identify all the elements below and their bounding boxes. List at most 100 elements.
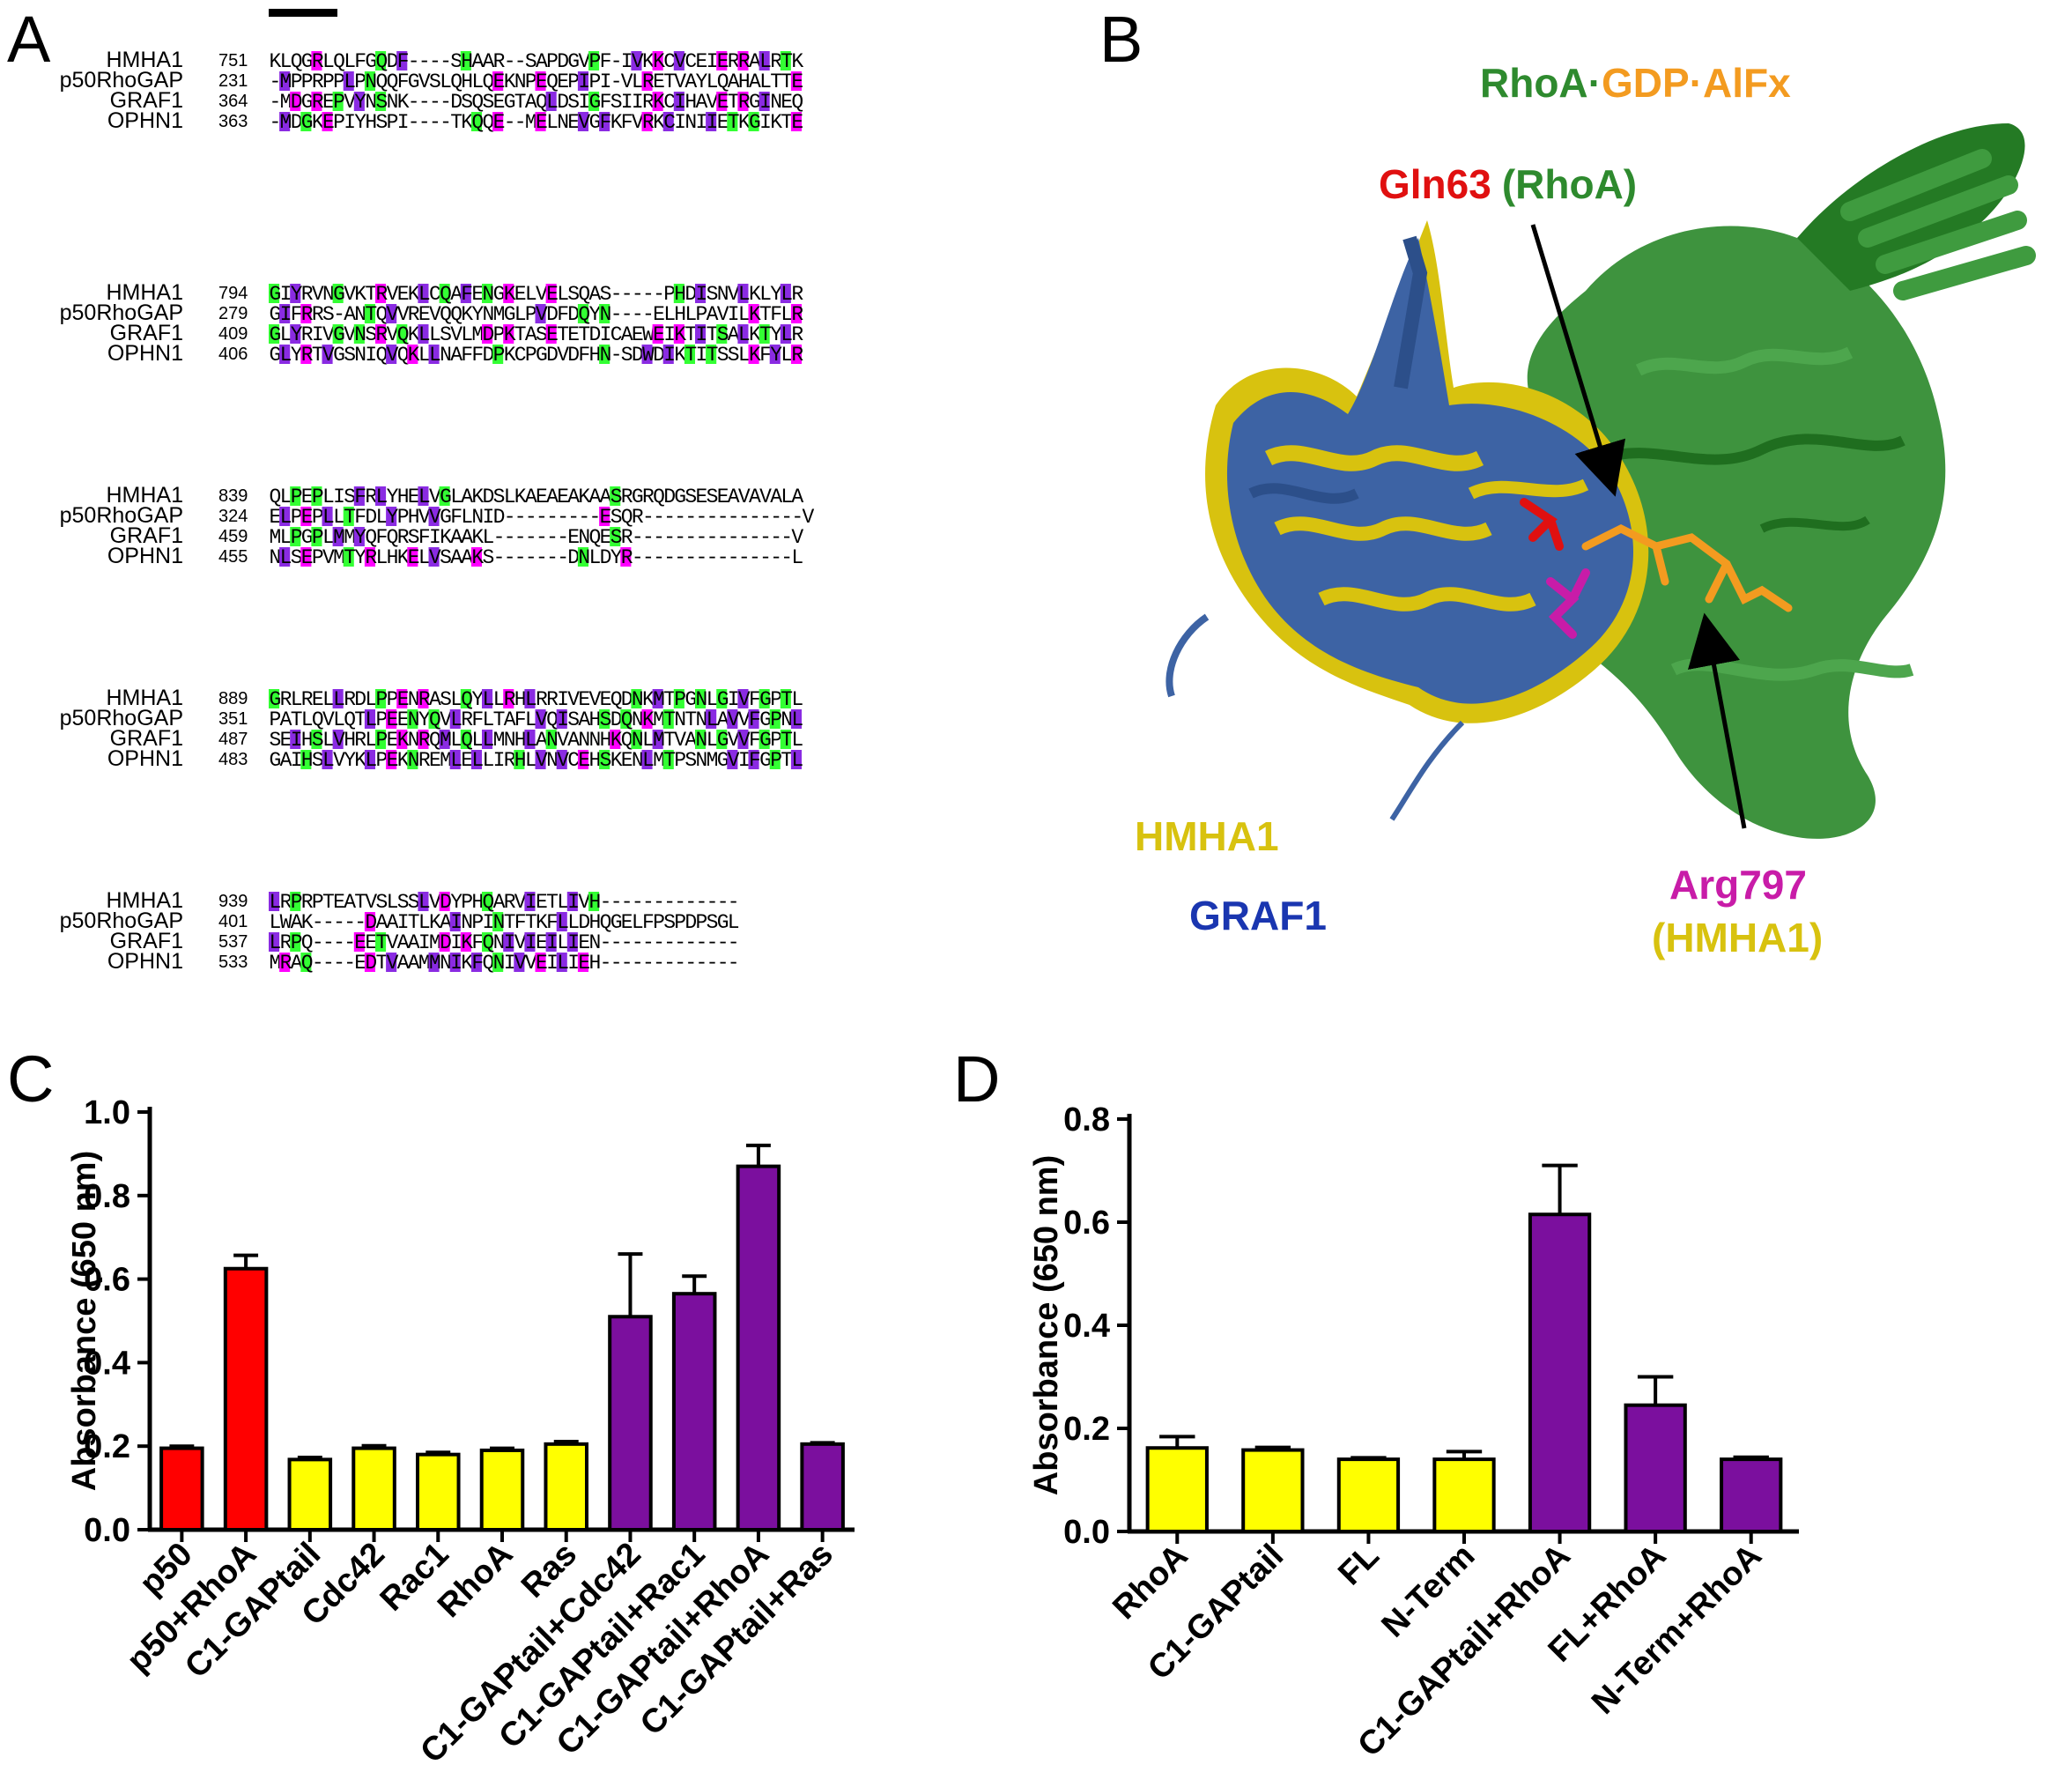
residue-highlight	[332, 284, 344, 303]
residue: G	[270, 283, 282, 306]
residue-highlight	[790, 71, 802, 91]
residue: V	[674, 729, 686, 752]
residue: V	[429, 546, 441, 569]
x-tick-label: RhoA	[431, 1536, 520, 1625]
residue: -	[536, 526, 548, 549]
residue: K	[642, 688, 655, 711]
residue-highlight	[290, 527, 301, 546]
residue: P	[333, 111, 345, 134]
residue: L	[781, 323, 793, 346]
residue-highlight	[343, 507, 354, 526]
residue: T	[557, 323, 569, 346]
residue: -	[674, 952, 686, 975]
residue-highlight	[428, 953, 440, 972]
residue-highlight	[300, 112, 312, 131]
residue: A	[749, 486, 761, 508]
residue: L	[418, 546, 431, 569]
residue: -	[696, 931, 708, 954]
bar	[1432, 1457, 1496, 1534]
residue: T	[707, 344, 719, 367]
residue: E	[557, 70, 569, 93]
residue: L	[514, 303, 527, 326]
residue-highlight	[790, 709, 802, 729]
residue: H	[514, 749, 527, 772]
residue: R	[461, 708, 473, 731]
residue: G	[717, 749, 729, 772]
residue: D	[440, 931, 452, 954]
residue-highlight	[599, 507, 610, 526]
residue: K	[471, 486, 484, 508]
residue: S	[408, 891, 420, 914]
residue: V	[429, 506, 441, 529]
residue: Q	[471, 111, 484, 134]
residue: L	[418, 891, 431, 914]
residue: R	[621, 526, 633, 549]
residue: V	[450, 323, 462, 346]
residue: A	[536, 729, 548, 752]
y-tick-label: 0.6	[84, 1262, 130, 1299]
arg797-label: Arg797	[1669, 862, 1807, 908]
residue: L	[781, 486, 793, 508]
residue: N	[365, 70, 377, 93]
residue: K	[504, 70, 516, 93]
residue-highlight	[737, 284, 749, 303]
residue: D	[440, 891, 452, 914]
residue: R	[344, 688, 356, 711]
residue: D	[684, 283, 697, 306]
residue: L	[450, 486, 462, 508]
residue: -	[717, 526, 729, 549]
residue: L	[280, 344, 292, 367]
residue: H	[301, 729, 314, 752]
residue: M	[418, 952, 431, 975]
residue: P	[301, 70, 314, 93]
bar	[800, 1442, 845, 1531]
residue-highlight	[780, 284, 791, 303]
residue: S	[312, 729, 324, 752]
residue: L	[280, 323, 292, 346]
residue: K	[461, 931, 473, 954]
residue-highlight	[482, 689, 493, 708]
residue: M	[344, 526, 356, 549]
residue: F	[600, 111, 612, 134]
residue-highlight	[460, 51, 471, 70]
residue: Q	[578, 283, 590, 306]
residue: -	[514, 546, 527, 569]
residue: R	[642, 111, 655, 134]
residue: L	[493, 688, 506, 711]
residue: S	[610, 526, 623, 549]
residue-highlight	[364, 709, 375, 729]
residue: E	[578, 931, 590, 954]
residue: -	[674, 546, 686, 569]
residue: S	[493, 486, 506, 508]
residue: N	[408, 708, 420, 731]
residue: L	[546, 91, 559, 114]
residue-highlight	[758, 324, 770, 344]
residue: S	[600, 749, 612, 772]
residue: P	[333, 91, 345, 114]
residue: L	[525, 749, 537, 772]
residue: Y	[291, 323, 303, 346]
residue: V	[728, 708, 740, 731]
residue-highlight	[343, 547, 354, 567]
residue: Y	[344, 749, 356, 772]
residue: S	[344, 486, 356, 508]
residue-highlight	[588, 51, 600, 70]
residue: Q	[429, 729, 441, 752]
residue: P	[270, 708, 282, 731]
sequence-start: 537	[218, 932, 248, 952]
residue: S	[440, 688, 452, 711]
residue: M	[429, 952, 441, 975]
residue-highlight	[737, 689, 749, 708]
residue: N	[493, 911, 506, 934]
residue: N	[354, 303, 366, 326]
residue: R	[301, 891, 314, 914]
residue-highlight	[364, 304, 375, 323]
residue: -	[653, 931, 665, 954]
residue: E	[567, 526, 580, 549]
residue: E	[280, 729, 292, 752]
residue: K	[674, 323, 686, 346]
residue: I	[707, 50, 719, 73]
residue: T	[663, 688, 676, 711]
residue: K	[461, 952, 473, 975]
residue: N	[632, 708, 644, 731]
